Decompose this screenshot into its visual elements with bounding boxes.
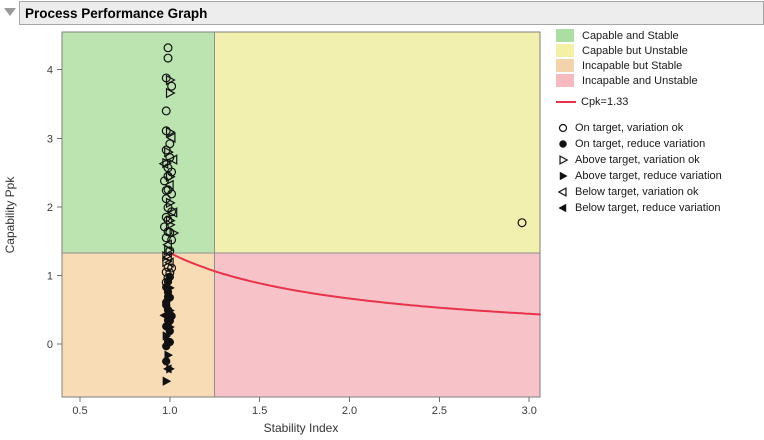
y-tick-label: 1 bbox=[47, 271, 53, 283]
legend-marker-label: On target, reduce variation bbox=[575, 137, 706, 150]
y-tick-label: 3 bbox=[47, 133, 53, 145]
legend-marker-label: Below target, reduce variation bbox=[575, 201, 721, 214]
legend-region-label: Capable but Unstable bbox=[582, 44, 688, 57]
legend-marker-label: Below target, variation ok bbox=[575, 185, 699, 198]
legend-region-label: Capable and Stable bbox=[582, 29, 679, 42]
data-point[interactable] bbox=[161, 145, 171, 155]
legend-color-swatch bbox=[556, 59, 574, 72]
x-tick-label: 2.5 bbox=[432, 405, 447, 417]
x-tick-label: 0.5 bbox=[72, 405, 87, 417]
data-point[interactable] bbox=[162, 157, 173, 169]
x-axis-title: Stability Index bbox=[264, 421, 339, 435]
data-point[interactable] bbox=[165, 326, 174, 336]
data-point[interactable] bbox=[165, 171, 176, 183]
legend-marker-item[interactable]: Below target, reduce variation bbox=[556, 200, 722, 215]
x-tick-label: 3.0 bbox=[522, 405, 537, 417]
tri-left-filled-icon bbox=[558, 203, 567, 212]
tri-right-open-icon bbox=[559, 154, 569, 165]
legend-cpk-label: Cpk=1.33 bbox=[581, 95, 629, 108]
data-point[interactable] bbox=[167, 189, 177, 199]
y-tick-label: 0 bbox=[47, 339, 53, 351]
legend-marker-label: On target, variation ok bbox=[575, 121, 684, 134]
data-point[interactable] bbox=[165, 246, 175, 256]
cpk-line-icon bbox=[556, 100, 576, 103]
data-point[interactable] bbox=[166, 364, 175, 374]
region-incapable-unstable bbox=[214, 252, 540, 397]
data-point[interactable] bbox=[163, 262, 173, 272]
x-tick-label: 1.5 bbox=[252, 405, 267, 417]
x-tick-label: 2.0 bbox=[342, 405, 357, 417]
legend-marker-item[interactable]: Above target, variation ok bbox=[556, 152, 722, 167]
data-point[interactable] bbox=[162, 251, 172, 263]
data-point[interactable] bbox=[161, 106, 171, 116]
legend-color-swatch bbox=[556, 74, 574, 87]
tri-right-filled-icon bbox=[559, 171, 568, 180]
legend-cpk-row[interactable]: Cpk=1.33 bbox=[556, 95, 722, 108]
disclosure-triangle-icon[interactable] bbox=[4, 8, 16, 16]
legend-color-swatch bbox=[556, 44, 574, 57]
panel-header: Process Performance Graph bbox=[0, 0, 764, 27]
legend-marker-item[interactable]: On target, reduce variation bbox=[556, 136, 722, 151]
data-point[interactable] bbox=[169, 227, 180, 239]
legend-region-item[interactable]: Incapable and Unstable bbox=[556, 74, 722, 87]
data-point[interactable] bbox=[167, 207, 178, 218]
legend-marker-section: On target, variation ok On target, reduce… bbox=[556, 120, 722, 215]
y-tick-label: 4 bbox=[47, 65, 53, 77]
legend-marker-item[interactable]: On target, variation ok bbox=[556, 120, 722, 135]
data-point[interactable] bbox=[167, 207, 177, 217]
tri-left-open-icon bbox=[557, 186, 567, 197]
data-point[interactable] bbox=[165, 219, 176, 231]
data-point[interactable] bbox=[167, 81, 177, 91]
legend-region-label: Incapable but Stable bbox=[582, 59, 683, 72]
data-point[interactable] bbox=[162, 376, 172, 386]
data-point[interactable] bbox=[163, 43, 173, 53]
region-capable-stable bbox=[62, 32, 215, 253]
cpk-curve bbox=[168, 251, 541, 316]
legend-region-section: Capable and Stable Capable but Unstable In… bbox=[556, 29, 722, 87]
data-point[interactable] bbox=[162, 342, 171, 351]
legend-region-item[interactable]: Incapable but Stable bbox=[556, 59, 722, 72]
data-point[interactable] bbox=[165, 126, 176, 138]
data-point[interactable] bbox=[517, 218, 527, 228]
legend-marker-label: Above target, reduce variation bbox=[575, 169, 722, 182]
circle-open-icon bbox=[558, 123, 568, 132]
legend-marker-item[interactable]: Above target, reduce variation bbox=[556, 168, 722, 183]
plot-frame bbox=[61, 31, 541, 398]
legend-region-item[interactable]: Capable but Unstable bbox=[556, 44, 722, 57]
data-point[interactable] bbox=[165, 87, 176, 99]
chart-legend: Capable and Stable Capable but Unstable In… bbox=[556, 29, 722, 216]
data-point[interactable] bbox=[167, 154, 178, 165]
legend-region-label: Incapable and Unstable bbox=[582, 74, 698, 87]
data-point[interactable] bbox=[164, 244, 174, 256]
data-points-layer bbox=[158, 43, 527, 386]
legend-marker-item[interactable]: Below target, variation ok bbox=[556, 184, 722, 199]
x-tick-label: 1.0 bbox=[162, 405, 177, 417]
data-point[interactable] bbox=[161, 233, 171, 243]
y-tick-label: 2 bbox=[47, 202, 53, 214]
legend-color-swatch bbox=[556, 29, 574, 42]
y-axis-title: Capability Ppk bbox=[3, 176, 17, 254]
legend-marker-label: Above target, variation ok bbox=[575, 153, 700, 166]
data-point[interactable] bbox=[163, 53, 173, 63]
legend-region-item[interactable]: Capable and Stable bbox=[556, 29, 722, 42]
panel-title[interactable]: Process Performance Graph bbox=[19, 1, 764, 25]
region-capable-unstable bbox=[214, 32, 540, 253]
circle-filled-icon bbox=[559, 139, 567, 148]
panel-title-label: Process Performance Graph bbox=[25, 5, 208, 21]
region-incapable-stable bbox=[62, 252, 215, 397]
data-point[interactable] bbox=[162, 357, 171, 366]
